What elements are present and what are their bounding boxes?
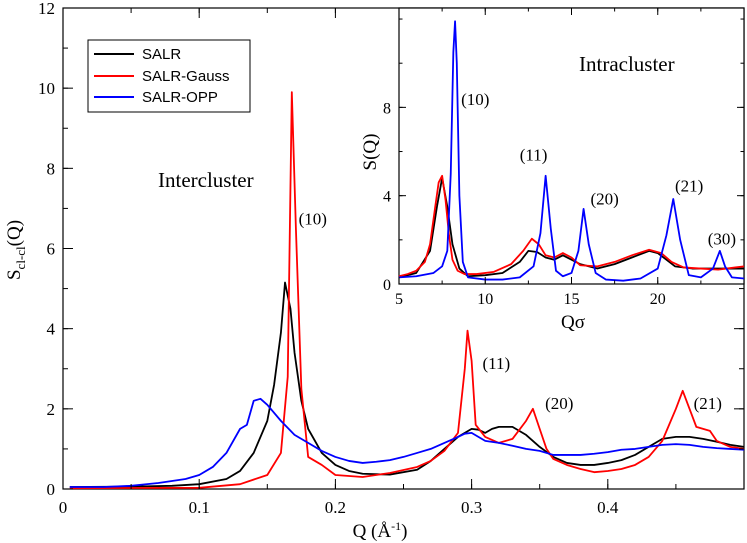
legend-label-salr: SALR bbox=[142, 46, 181, 63]
inset-peak-annotation: (30) bbox=[708, 229, 736, 248]
inset-annotations: (10) (11) (20) (21) (30) bbox=[461, 90, 736, 248]
inset-chart: 5 10 15 20 0 4 8 Qσ S(Q) Intracluster (10) (11)… bbox=[360, 7, 745, 333]
main-x-tick-label: 0.2 bbox=[325, 498, 346, 517]
main-y-tick-label: 2 bbox=[47, 400, 56, 419]
inset-x-tick-label: 15 bbox=[564, 291, 580, 308]
main-annotations: (10) (11) (20) (21) bbox=[299, 209, 722, 412]
main-peak-annotation: (20) bbox=[545, 394, 573, 413]
inset-axes-group: 5 10 15 20 0 4 8 bbox=[383, 8, 744, 308]
inset-x-axis-label: Qσ bbox=[561, 312, 585, 333]
main-x-axis-label: Q (Å-1) bbox=[353, 519, 408, 542]
inset-peak-annotation: (21) bbox=[675, 176, 703, 195]
main-peak-annotation: (21) bbox=[694, 394, 722, 413]
legend-label-salr-opp: SALR-OPP bbox=[142, 89, 218, 106]
inset-peak-annotation: (10) bbox=[461, 90, 489, 109]
main-series-salr-opp bbox=[69, 397, 745, 488]
main-series-group bbox=[69, 91, 745, 490]
main-x-tick-label: 0 bbox=[59, 498, 68, 517]
main-y-tick-label: 6 bbox=[47, 240, 56, 259]
inset-y-axis-label: S(Q) bbox=[360, 134, 381, 171]
inset-series-salr-gauss bbox=[398, 174, 745, 278]
main-y-tick-label: 4 bbox=[47, 320, 56, 339]
inset-y-tick-label: 0 bbox=[383, 277, 391, 294]
inset-y-tick-label: 4 bbox=[383, 189, 391, 206]
inset-peak-annotation: (20) bbox=[590, 190, 618, 209]
main-y-tick-label: 8 bbox=[47, 159, 56, 178]
main-x-tick-label: 0.4 bbox=[597, 498, 619, 517]
inset-region-label: Intracluster bbox=[579, 52, 675, 76]
main-x-tick-label: 0.3 bbox=[461, 498, 482, 517]
main-chart: 0 0.1 0.2 0.3 0.4 0 2 4 6 8 10 12 Q (Å-1) Scl-cl(Q)… bbox=[4, 0, 745, 542]
legend-label-salr-gauss: SALR-Gauss bbox=[142, 68, 230, 85]
main-peak-annotation: (11) bbox=[482, 354, 510, 373]
main-y-tick-label: 0 bbox=[47, 480, 56, 499]
inset-x-tick-label: 20 bbox=[650, 291, 666, 308]
main-y-axis-label: Scl-cl(Q) bbox=[4, 220, 28, 280]
main-y-tick-label: 10 bbox=[38, 79, 55, 98]
main-y-tick-label: 12 bbox=[38, 0, 55, 18]
inset-y-tick-label: 8 bbox=[383, 100, 391, 117]
legend: SALR SALR-Gauss SALR-OPP bbox=[87, 39, 251, 113]
main-peak-annotation: (10) bbox=[299, 209, 327, 228]
inset-series-salr-opp bbox=[398, 20, 745, 282]
inset-x-tick-label: 10 bbox=[477, 291, 493, 308]
main-axes-group: 0 0.1 0.2 0.3 0.4 0 2 4 6 8 10 12 bbox=[38, 0, 745, 517]
inset-series-group bbox=[398, 20, 745, 282]
inset-x-tick-label: 5 bbox=[395, 291, 403, 308]
main-region-label: Intercluster bbox=[158, 168, 254, 192]
main-x-tick-label: 0.1 bbox=[189, 498, 210, 517]
inset-peak-annotation: (11) bbox=[520, 145, 548, 164]
